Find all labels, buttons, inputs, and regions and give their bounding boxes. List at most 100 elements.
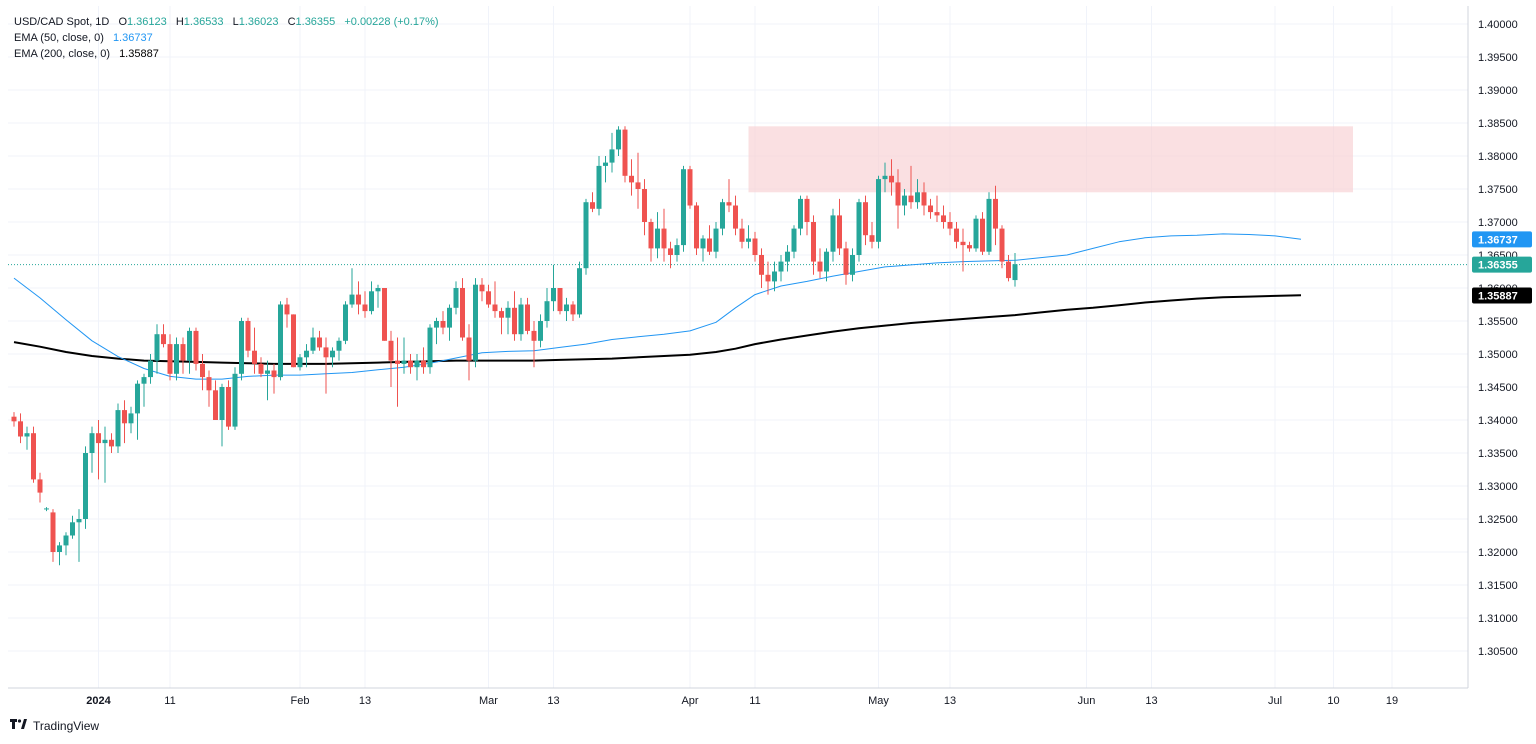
candle	[843, 241, 849, 285]
candle	[226, 380, 231, 430]
candle	[492, 281, 498, 318]
candle	[668, 241, 673, 269]
candle-body	[18, 421, 23, 437]
candle	[252, 327, 257, 374]
candle-body	[681, 169, 686, 246]
candle-body	[167, 344, 173, 374]
candle	[434, 317, 439, 345]
candle	[726, 179, 732, 213]
candle	[213, 380, 218, 420]
candle	[869, 222, 875, 249]
candle-body	[785, 251, 790, 262]
candle-body	[726, 202, 732, 206]
candle-body	[310, 337, 316, 351]
candle-body	[661, 228, 667, 249]
candle	[603, 156, 608, 183]
x-tick-label: 11	[749, 695, 760, 707]
legend-ema50-row[interactable]: EMA (50, close, 0) 1.36737	[14, 30, 439, 46]
price-tag-label: 1.35887	[1478, 290, 1518, 302]
chart-legend: USD/CAD Spot, 1D O1.36123 H1.36533 L1.36…	[14, 14, 439, 62]
price-tag: 1.35887	[1472, 287, 1532, 304]
ohlc-high-value: 1.36533	[183, 16, 224, 28]
candle	[538, 314, 543, 348]
candle	[778, 255, 784, 282]
candle	[694, 202, 699, 255]
candle	[258, 357, 264, 378]
legend-ema200-row[interactable]: EMA (200, close, 0) 1.35887	[14, 46, 439, 62]
candle	[655, 212, 660, 259]
candle-body	[999, 228, 1005, 262]
candle-body	[323, 347, 329, 358]
x-tick-label: 19	[1386, 695, 1398, 707]
candle-body	[603, 162, 608, 166]
candle	[986, 192, 992, 255]
candle-body	[473, 284, 478, 361]
candle	[83, 446, 88, 529]
candle-body	[648, 222, 654, 249]
candle	[18, 413, 23, 444]
candle	[96, 420, 101, 480]
candle	[973, 215, 979, 252]
candle-body	[24, 433, 30, 437]
candle-body	[297, 357, 303, 368]
symbol-label[interactable]: USD/CAD Spot, 1D	[14, 16, 110, 28]
candle-body	[889, 175, 894, 183]
candle-body	[336, 340, 342, 351]
y-tick-label: 1.33000	[1478, 481, 1518, 493]
candle-body	[811, 222, 816, 262]
candle-body	[200, 363, 205, 378]
candle-body	[460, 288, 465, 338]
candle-body	[882, 175, 888, 180]
candle-body	[128, 413, 134, 424]
candle-body	[245, 321, 251, 351]
candle-body	[687, 169, 693, 206]
candle-body	[778, 261, 784, 272]
candle	[518, 297, 524, 341]
candle	[271, 363, 277, 394]
candle-body	[395, 360, 400, 364]
x-tick-label: Feb	[291, 695, 310, 707]
ohlc-open: O1.36123	[118, 16, 166, 28]
candle	[349, 268, 355, 308]
candle-body	[388, 340, 394, 361]
candle-body	[141, 377, 147, 384]
candle-body	[915, 192, 920, 203]
price-tag: 1.36355	[1472, 256, 1532, 273]
candle	[791, 225, 797, 259]
candle-body	[440, 321, 446, 328]
candle	[408, 354, 413, 374]
ema200-line	[13, 294, 1302, 365]
candle	[967, 241, 972, 252]
candle	[544, 288, 550, 328]
candle-body	[11, 416, 17, 422]
y-tick-label: 1.37500	[1478, 184, 1518, 196]
candle-body	[850, 255, 855, 275]
y-tick-label: 1.32000	[1478, 547, 1518, 559]
candle-body	[362, 304, 368, 312]
candle-body	[1012, 264, 1018, 281]
candle-body	[759, 255, 764, 275]
candle	[24, 426, 30, 450]
candle	[798, 195, 803, 236]
candle	[512, 291, 517, 341]
candle-body	[772, 271, 777, 282]
candle	[297, 354, 303, 371]
candle-body	[518, 304, 524, 335]
ema50-value: 1.36737	[112, 32, 153, 44]
candle	[421, 347, 426, 374]
candle	[752, 231, 758, 262]
ohlc-change: +0.00228 (+0.17%)	[344, 16, 439, 28]
candle	[466, 324, 472, 381]
candle-body	[564, 304, 569, 312]
candle	[1012, 253, 1018, 287]
candle	[414, 354, 420, 381]
candle-body	[89, 433, 95, 453]
candle-body	[291, 314, 296, 368]
candle	[473, 278, 478, 368]
candle-body	[206, 377, 212, 391]
ohlc-close-value: 1.36355	[295, 16, 336, 28]
tradingview-branding[interactable]: TradingView	[10, 719, 99, 733]
candle	[928, 198, 933, 219]
candle	[31, 426, 36, 483]
